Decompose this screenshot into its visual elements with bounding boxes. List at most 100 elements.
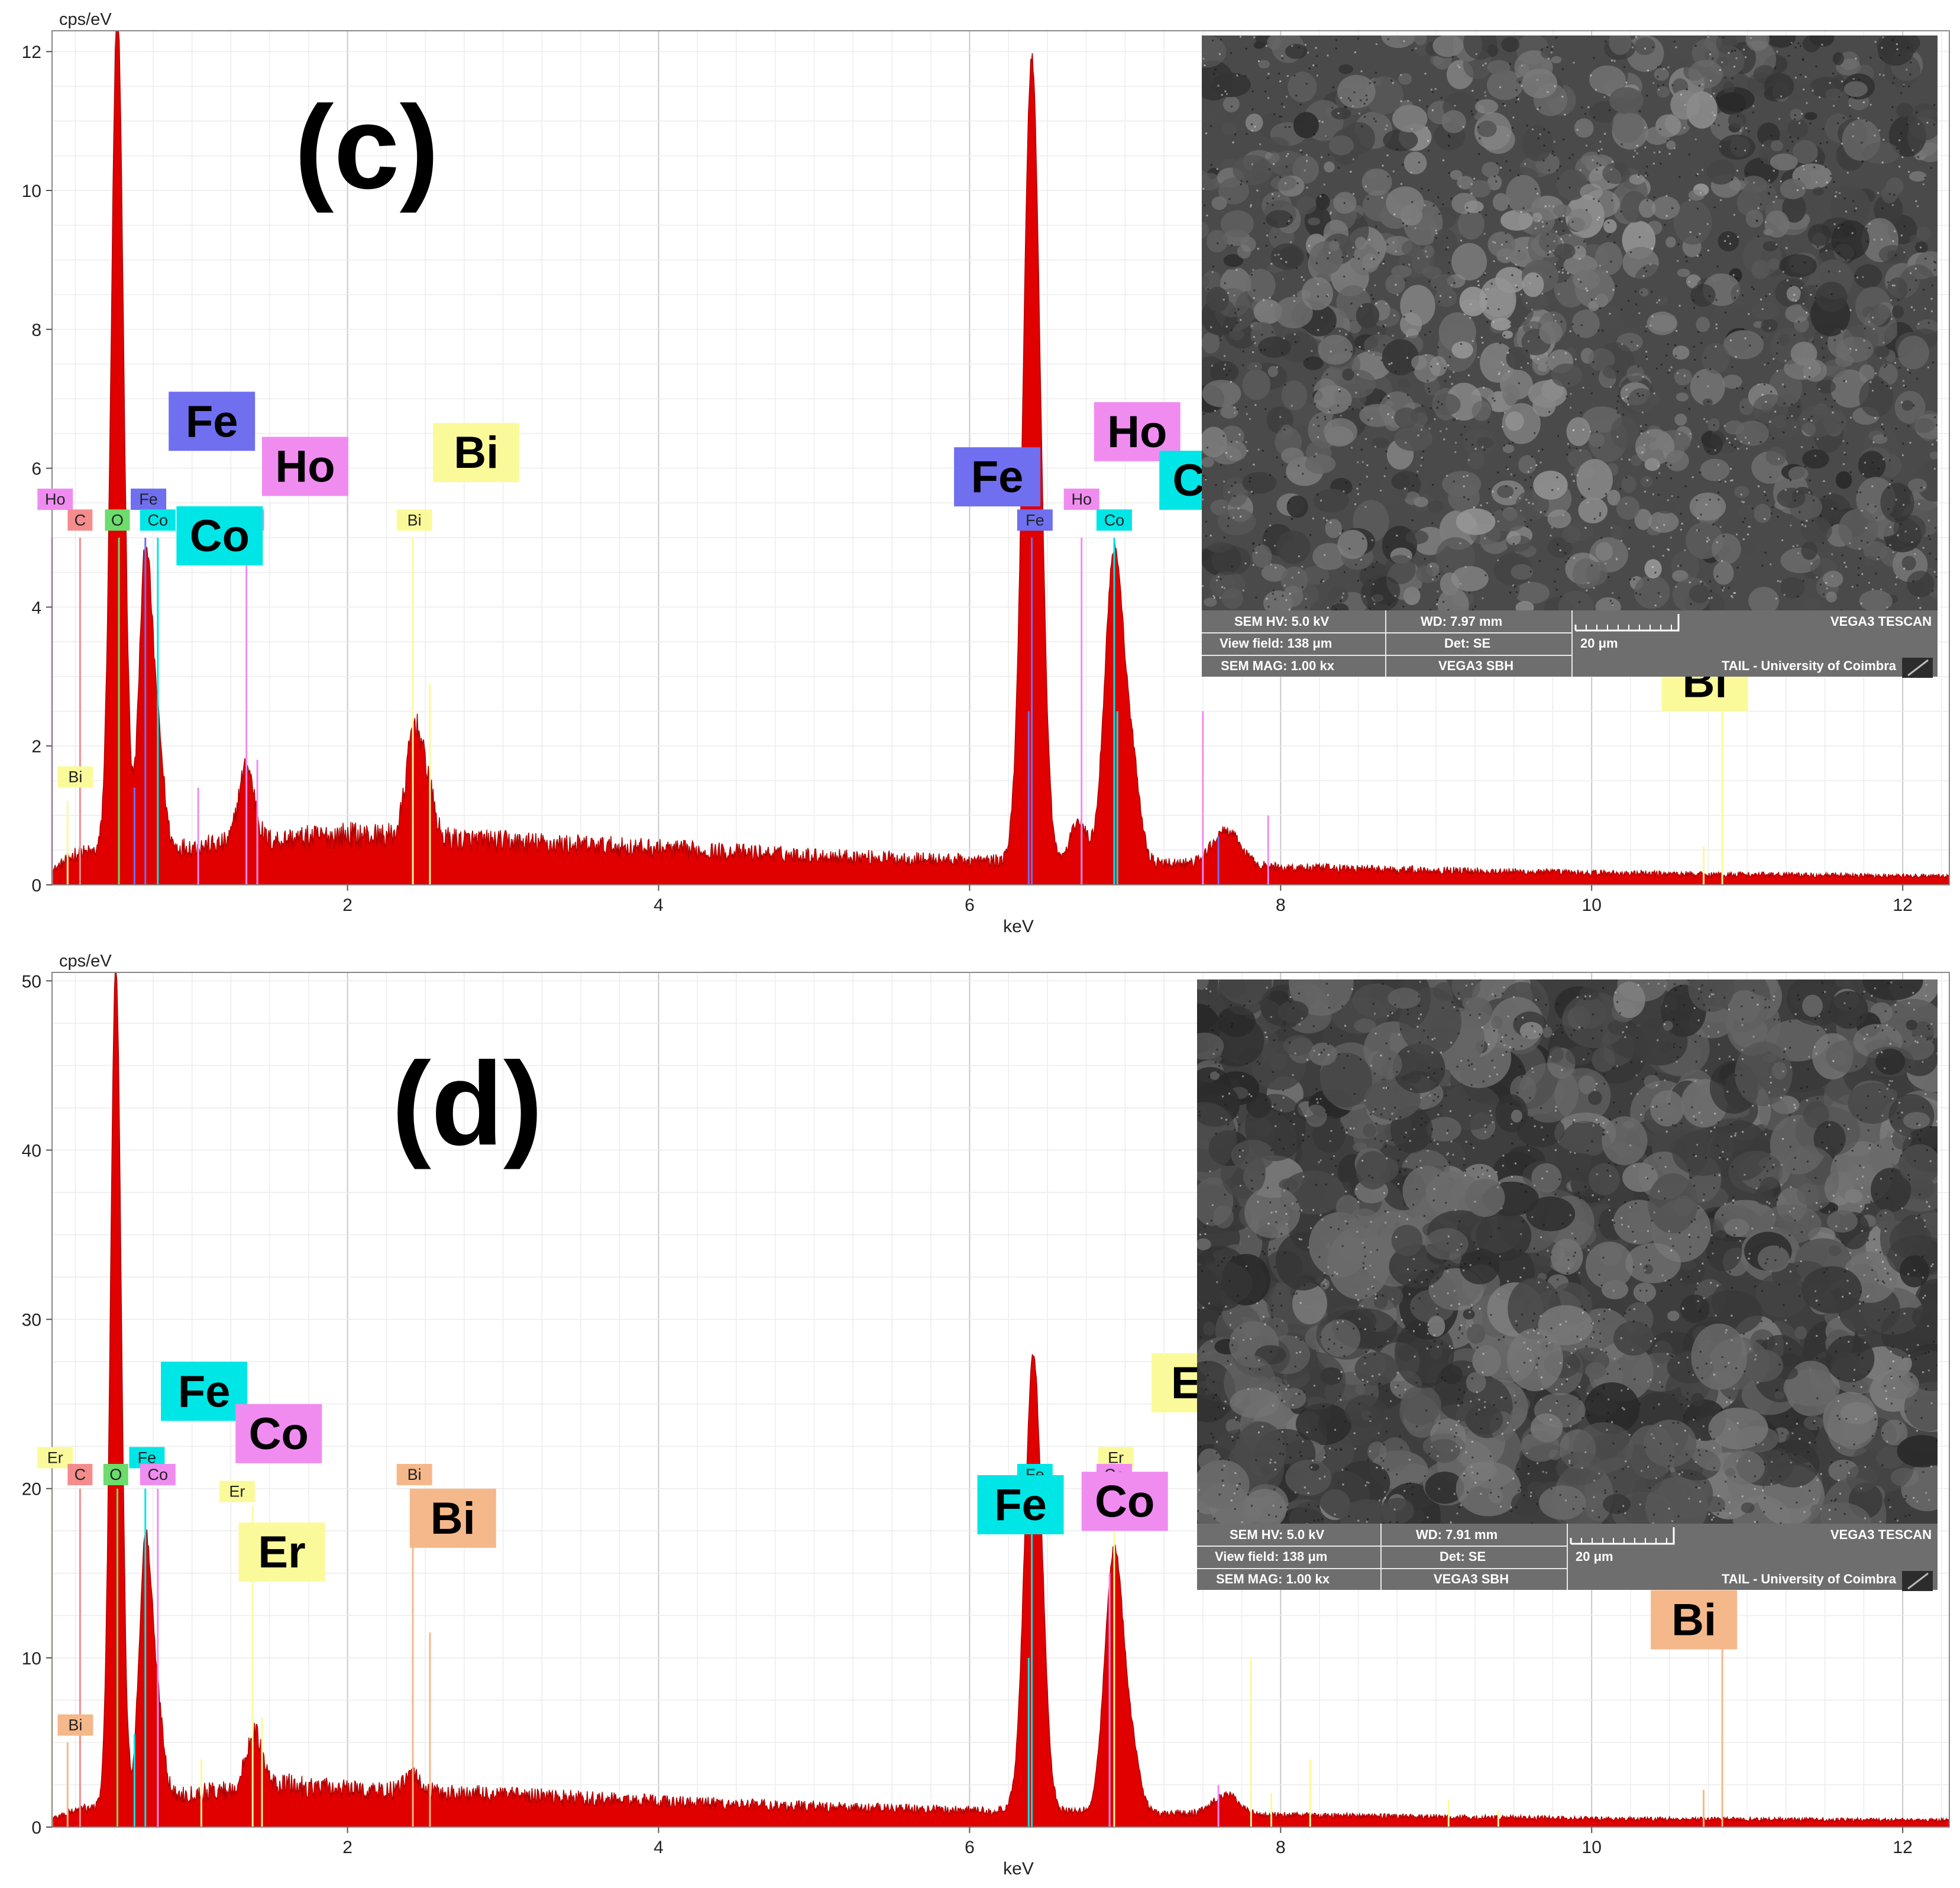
sem-magnification: SEM MAG: 1.00 kx [1216,1572,1330,1587]
element-tag-small: Fe [1017,509,1053,531]
y-tick-label: 12 [22,43,41,62]
element-tag-small: Bi [397,1464,432,1485]
svg-text:O: O [109,1466,122,1483]
x-tick-label: 4 [654,1838,664,1857]
sem-hv: SEM HV: 5.0 kV [1234,614,1329,629]
sem-hv: SEM HV: 5.0 kV [1230,1527,1324,1543]
y-tick-label: 10 [22,1649,41,1669]
sem-view-field: View field: 138 μm [1220,636,1332,651]
sem-detector: Det: SE [1440,1549,1486,1564]
element-tag-small: Co [140,1464,176,1485]
sem-view-field: View field: 138 μm [1215,1549,1327,1564]
sem-scale-label: 20 μm [1576,1549,1613,1564]
panel-label: (d) [392,1038,542,1170]
sem-info-bar-c: SEM HV: 5.0 kV WD: 7.97 mm VEGA3 TESCAN … [1202,610,1938,677]
element-tag-large: Bi [410,1489,496,1548]
element-tag-small: C [67,1464,92,1485]
svg-text:Co: Co [249,1409,309,1459]
svg-text:Bi: Bi [68,1716,82,1734]
svg-text:Ho: Ho [1071,490,1092,508]
x-tick-label: 6 [965,1838,975,1857]
element-tag-small: Er [219,1481,255,1502]
element-tag-small: Ho [37,489,73,510]
tescan-logo-icon [1902,658,1933,678]
element-tag-large: Co [176,506,263,565]
x-tick-label: 6 [965,895,975,915]
element-tag-large: Fe [169,392,255,451]
y-tick-label: 4 [31,598,41,618]
svg-text:Er: Er [1108,1449,1124,1466]
y-tick-label: 0 [31,1818,41,1838]
svg-text:Fe: Fe [138,1449,157,1466]
element-tag-large: Bi [433,423,519,482]
sem-info-bar-d: SEM HV: 5.0 kV WD: 7.91 mm VEGA3 TESCAN … [1197,1524,1938,1590]
element-tag-large: Er [239,1522,325,1582]
svg-text:Fe: Fe [971,452,1024,502]
x-tick-label: 2 [342,1838,352,1857]
sem-brand: VEGA3 TESCAN [1830,1527,1932,1543]
y-tick-label: 40 [22,1141,41,1160]
svg-text:Bi: Bi [407,511,422,529]
element-tag-small: O [104,1464,128,1485]
y-tick-label: 0 [31,876,41,895]
element-tag-small: Bi [397,509,432,531]
y-axis-label: cps/eV [59,952,112,971]
y-tick-label: 20 [22,1480,41,1499]
sem-model: VEGA3 SBH [1434,1572,1509,1587]
element-tag-large: Co [235,1404,322,1463]
svg-text:Fe: Fe [1026,511,1044,529]
svg-text:Bi: Bi [454,428,499,478]
svg-text:C: C [75,1466,86,1483]
element-tag-small: Er [37,1447,73,1468]
svg-text:Co: Co [148,511,169,529]
element-tag-small: Bi [57,1714,93,1735]
element-tag-large: Bi [1651,1590,1737,1650]
svg-text:Bi: Bi [1671,1595,1716,1645]
x-tick-label: 12 [1893,895,1912,915]
sem-brand: VEGA3 TESCAN [1830,614,1932,629]
y-tick-label: 8 [31,321,41,340]
y-tick-label: 6 [31,460,41,479]
svg-text:Co: Co [1095,1476,1154,1527]
svg-text:Bi: Bi [431,1493,476,1544]
x-tick-label: 10 [1582,895,1602,915]
sem-wd: WD: 7.97 mm [1421,614,1502,629]
y-tick-label: 2 [31,737,41,757]
sem-model: VEGA3 SBH [1438,658,1513,674]
sem-detector: Det: SE [1444,636,1490,651]
svg-text:Ho: Ho [1107,407,1167,457]
sem-wd: WD: 7.91 mm [1416,1527,1498,1543]
sem-micrograph-d [1197,979,1938,1524]
sem-lab: TAIL - University of Coimbra [1722,1572,1896,1587]
svg-text:Ho: Ho [45,490,66,508]
x-tick-label: 2 [342,895,352,915]
svg-text:Fe: Fe [186,396,238,447]
x-tick-label: 8 [1276,1838,1286,1857]
x-tick-label: 8 [1276,895,1286,915]
svg-text:Fe: Fe [139,490,158,508]
element-tag-small: O [105,509,130,531]
svg-text:Er: Er [229,1483,245,1501]
panel-label: (c) [295,82,439,214]
svg-text:Ho: Ho [275,442,335,492]
y-axis-label: cps/eV [59,10,112,29]
sem-lab: TAIL - University of Coimbra [1722,658,1896,674]
element-tag-large: Fe [954,447,1040,506]
svg-text:Co: Co [190,511,250,561]
sem-inset-d: SEM HV: 5.0 kV WD: 7.91 mm VEGA3 TESCAN … [1197,979,1938,1590]
sem-inset-c: SEM HV: 5.0 kV WD: 7.97 mm VEGA3 TESCAN … [1202,35,1938,677]
sem-scale-bar-icon [1568,1525,1681,1545]
element-tag-small: Bi [57,767,93,788]
element-tag-large: Ho [262,437,348,496]
element-tag-small: Co [1097,509,1132,531]
sem-magnification: SEM MAG: 1.00 kx [1221,658,1334,674]
element-tag-small: Co [140,509,176,531]
svg-text:O: O [111,511,124,529]
svg-text:Fe: Fe [178,1366,231,1417]
tescan-logo-icon [1902,1571,1933,1591]
svg-text:Co: Co [1104,511,1125,529]
svg-text:Co: Co [148,1466,169,1483]
x-tick-label: 4 [654,895,664,915]
svg-text:C: C [75,511,86,529]
